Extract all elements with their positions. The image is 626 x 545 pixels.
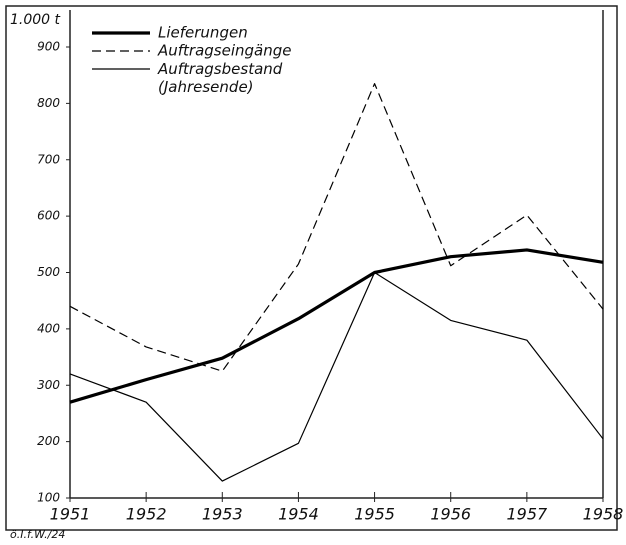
x-tick-label: 1955 [354, 505, 395, 524]
y-tick-label: 200 [37, 434, 60, 448]
legend-label: Auftragseingänge [157, 42, 292, 60]
y-tick-label: 900 [37, 40, 60, 54]
x-tick-label: 1953 [202, 505, 243, 524]
frame [5, 5, 618, 531]
y-tick-label: 300 [37, 378, 60, 392]
series-line [69, 83, 604, 372]
x-tick-label: 1957 [506, 505, 548, 524]
y-tick-label: 700 [37, 152, 60, 166]
series-line [69, 271, 604, 482]
series-line [69, 248, 604, 404]
y-tick-label: 400 [37, 321, 60, 335]
x-tick-label: 1951 [50, 505, 91, 524]
y-tick-label: 800 [37, 96, 60, 110]
x-tick-label: 1956 [430, 505, 471, 524]
x-tick-label: 1954 [278, 505, 319, 524]
legend-label: Lieferungen [158, 24, 248, 42]
x-tick-label: 1952 [126, 505, 167, 524]
y-tick-label: 600 [37, 209, 60, 223]
y-axis-label: 1.000 t [10, 12, 61, 28]
source: ö.I.f.W./24 [10, 528, 65, 541]
x-tick-label: 1958 [583, 505, 624, 524]
y-tick-label: 100 [37, 491, 60, 505]
legend-label: Auftragsbestand (Jahresende) [157, 60, 283, 96]
y-tick-label: 500 [37, 265, 60, 279]
